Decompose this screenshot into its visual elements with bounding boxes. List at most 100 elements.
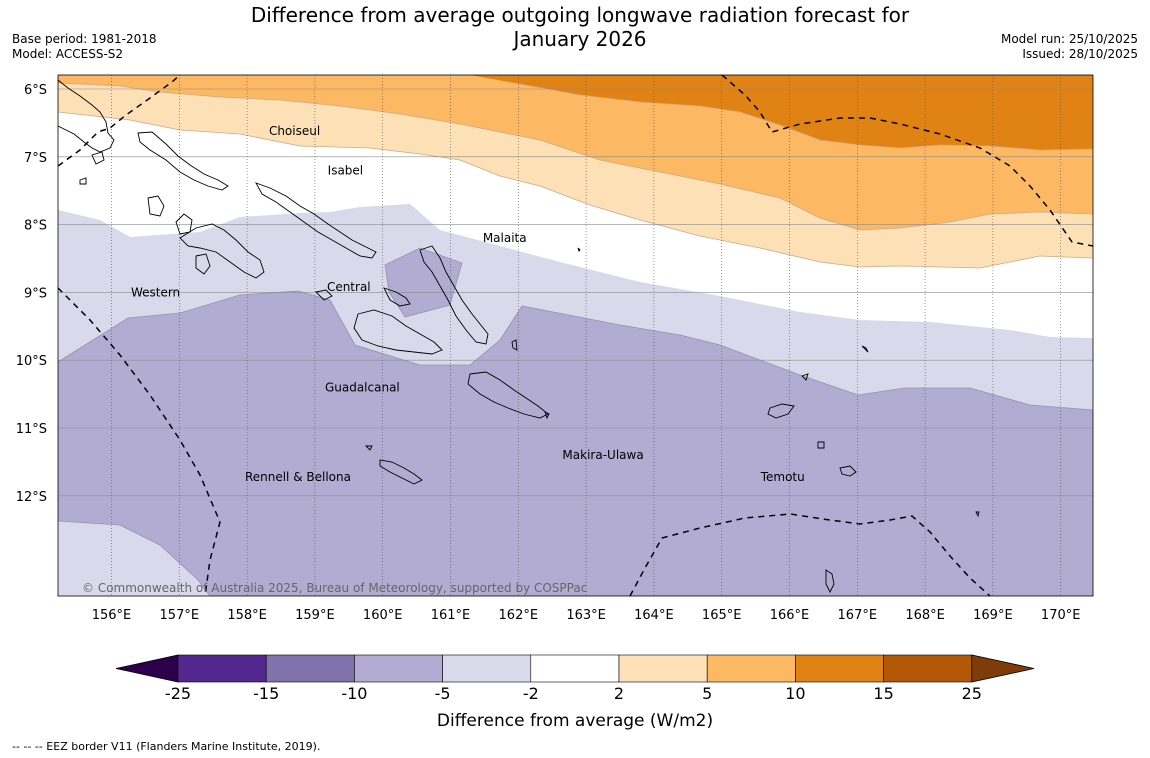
region-label-isabel: Isabel xyxy=(328,163,363,177)
latitude-label: 6°S xyxy=(24,83,47,98)
choiseul-island xyxy=(137,131,229,191)
region-label-temotu: Temotu xyxy=(760,470,805,484)
colorbar-segment xyxy=(177,654,267,683)
region-labels: Choiseul Isabel Malaita Western Central Guada… xyxy=(131,124,805,484)
kolombangara-island xyxy=(175,213,193,235)
latitude-labels: 6°S 7°S 8°S 9°S 10°S 11°S 12°S xyxy=(16,83,47,505)
reef-islands xyxy=(801,373,809,381)
anuta-island xyxy=(825,569,835,594)
region-label-central: Central xyxy=(327,280,371,294)
colorbar-under-arrow xyxy=(115,654,179,683)
vanikoro-island xyxy=(839,465,857,477)
latitude-label: 8°S xyxy=(24,219,47,234)
colorbar-tick-label: 2 xyxy=(614,684,624,703)
colorbar-tick-label: 15 xyxy=(873,684,893,703)
longitude-label: 168°E xyxy=(905,608,945,623)
longitude-labels: 156°E 157°E 158°E 159°E 160°E 161°E 162°E 163°E… xyxy=(92,608,1081,623)
model-name: Model: ACCESS-S2 xyxy=(12,47,124,61)
region-label-makira-ulawa: Makira-Ulawa xyxy=(562,448,643,462)
longitude-label: 156°E xyxy=(92,608,132,623)
colorbar-segment xyxy=(883,654,973,683)
longitude-label: 164°E xyxy=(634,608,674,623)
eez-legend-footer: -- -- -- EEZ border V11 (Flanders Marine… xyxy=(12,740,321,753)
eez-borders xyxy=(58,75,1093,596)
longitude-label: 159°E xyxy=(295,608,335,623)
map-area: Choiseul Isabel Malaita Western Central Guada… xyxy=(58,75,1093,596)
vella-lavella-island xyxy=(147,195,165,217)
latitude-label: 7°S xyxy=(24,151,47,166)
region-label-choiseul: Choiseul xyxy=(269,124,320,138)
title-line-2: January 2026 xyxy=(513,27,647,51)
longitude-label: 157°E xyxy=(160,608,200,623)
band-plus10-plus15 xyxy=(470,75,1093,150)
longitude-label: 167°E xyxy=(838,608,878,623)
map-title: Difference from average outgoing longwav… xyxy=(250,3,910,51)
longitude-label: 161°E xyxy=(431,608,471,623)
run-info: Model run: 25/10/2025 Issued: 28/10/2025 xyxy=(1001,32,1138,62)
copyright-notice: © Commonwealth of Australia 2025, Bureau… xyxy=(82,581,587,595)
malaita-island xyxy=(419,245,489,345)
map-frame xyxy=(57,74,1094,597)
model-run-date: Model run: 25/10/2025 xyxy=(1000,32,1138,46)
latitude-label: 9°S xyxy=(24,286,47,301)
rennell-island xyxy=(379,459,423,485)
colorbar-segment xyxy=(618,654,708,683)
longitude-label: 166°E xyxy=(770,608,810,623)
coastlines xyxy=(58,79,980,594)
russell-islands xyxy=(315,289,333,301)
duff-islands xyxy=(861,345,869,353)
longitude-label: 162°E xyxy=(499,608,539,623)
latitude-label: 11°S xyxy=(16,422,47,437)
santa-ana-island xyxy=(544,411,550,420)
bellona-island xyxy=(364,445,373,451)
colorbar-segment xyxy=(442,654,532,683)
band-minus5-minus2-south xyxy=(58,521,210,596)
colorbar: -25 -15 -10 -5 -2 2 5 10 15 25 xyxy=(115,654,1035,703)
colorbar-over-arrow xyxy=(971,654,1035,683)
treasury-island xyxy=(79,177,87,185)
santa-cruz-island xyxy=(767,403,795,419)
longitude-label: 170°E xyxy=(1041,608,1081,623)
nggela-islands xyxy=(383,287,411,307)
latitude-label: 10°S xyxy=(16,354,47,369)
utupua-island xyxy=(817,441,825,449)
makira-island xyxy=(467,371,549,419)
colorbar-tick-label: -5 xyxy=(435,684,451,703)
colorbar-segment xyxy=(265,654,355,683)
latitude-label: 12°S xyxy=(16,490,47,505)
region-label-malaita: Malaita xyxy=(483,231,527,245)
region-label-rennell-bellona: Rennell & Bellona xyxy=(245,470,351,484)
small-malaita-island xyxy=(511,339,518,351)
longitude-label: 165°E xyxy=(702,608,742,623)
tikopia-island xyxy=(975,511,980,518)
region-label-western: Western xyxy=(131,285,180,299)
title-line-1: Difference from average outgoing longwav… xyxy=(250,3,910,27)
longitude-label: 160°E xyxy=(363,608,403,623)
colorbar-tick-label: -2 xyxy=(523,684,539,703)
longitude-label: 158°E xyxy=(227,608,267,623)
rendova-island xyxy=(195,253,211,275)
issued-date: Issued: 28/10/2025 xyxy=(1022,47,1138,61)
guadalcanal-island xyxy=(353,309,443,355)
colorbar-tick-label: 10 xyxy=(785,684,805,703)
colorbar-segment xyxy=(530,654,620,683)
colorbar-tick-label: 25 xyxy=(962,684,982,703)
longitude-label: 169°E xyxy=(973,608,1013,623)
colorbar-tick-label: -25 xyxy=(165,684,191,703)
longitude-label: 163°E xyxy=(566,608,606,623)
santa-isabel-island xyxy=(255,182,377,259)
colorbar-segment xyxy=(354,654,443,683)
contour-lines-warm xyxy=(58,82,1093,269)
colorbar-tick-label: 5 xyxy=(702,684,712,703)
ontong-java xyxy=(577,247,581,252)
colorbar-segment xyxy=(795,654,884,683)
colorbar-segment xyxy=(706,654,796,683)
model-info: Base period: 1981-2018 Model: ACCESS-S2 xyxy=(12,32,157,62)
grid-lines xyxy=(58,75,1093,596)
shortland-island xyxy=(91,151,105,165)
colorbar-tick-label: -10 xyxy=(341,684,367,703)
region-label-guadalcanal: Guadalcanal xyxy=(325,380,400,394)
colorbar-tick-label: -15 xyxy=(253,684,279,703)
base-period: Base period: 1981-2018 xyxy=(12,32,157,46)
